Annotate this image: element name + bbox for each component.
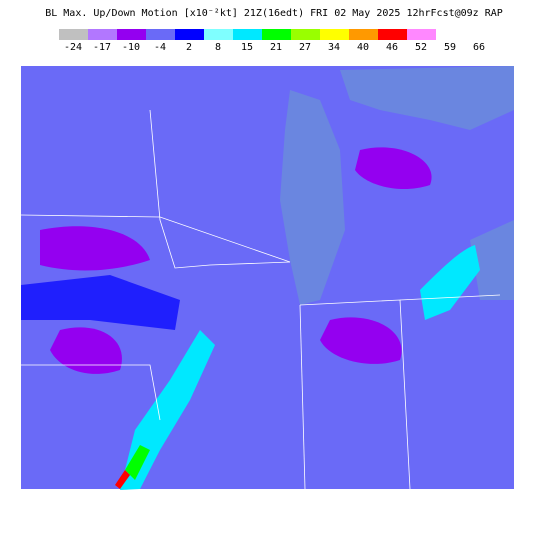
legend-swatch: [146, 29, 175, 40]
legend-swatch: [378, 29, 407, 40]
legend-label: -17: [93, 42, 111, 53]
legend: -24 -17 -10 -4 2 8 15 21 27 34 40 46 52 59 66: [59, 29, 485, 53]
legend-label: -4: [154, 42, 166, 53]
lake-superior: [340, 66, 514, 130]
legend-label: -10: [122, 42, 140, 53]
legend-swatch: [291, 29, 320, 40]
legend-label: 15: [241, 42, 253, 53]
legend-label: 2: [186, 42, 192, 53]
motion-area: [40, 226, 150, 271]
map: [20, 66, 514, 490]
legend-label: 59: [444, 42, 456, 53]
legend-label: 52: [415, 42, 427, 53]
motion-area: [420, 245, 480, 320]
legend-swatch: [59, 29, 88, 40]
state-borders: [20, 109, 501, 490]
legend-swatch: [262, 29, 291, 40]
legend-swatch: [233, 29, 262, 40]
legend-swatch: [175, 29, 204, 40]
legend-swatch: [320, 29, 349, 40]
legend-swatch: [407, 29, 436, 40]
motion-area: [50, 327, 122, 374]
title: BL Max. Up/Down Motion [x10⁻²kt] 21Z(16e…: [45, 8, 503, 19]
lake-huron: [470, 220, 514, 300]
legend-label: 40: [357, 42, 369, 53]
lake-michigan: [280, 90, 345, 305]
legend-swatch: [204, 29, 233, 40]
legend-swatch: [88, 29, 117, 40]
motion-area: [115, 470, 130, 489]
legend-label: 8: [215, 42, 221, 53]
motion-area: [355, 147, 432, 190]
legend-label: 46: [386, 42, 398, 53]
motion-area: [21, 275, 180, 330]
legend-label: 66: [473, 42, 485, 53]
legend-label: -24: [64, 42, 82, 53]
legend-swatch: [349, 29, 378, 40]
motion-area: [320, 317, 402, 364]
legend-swatch: [117, 29, 146, 40]
legend-label: 34: [328, 42, 340, 53]
motion-area: [125, 445, 150, 480]
legend-label: 21: [270, 42, 282, 53]
legend-label: 27: [299, 42, 311, 53]
